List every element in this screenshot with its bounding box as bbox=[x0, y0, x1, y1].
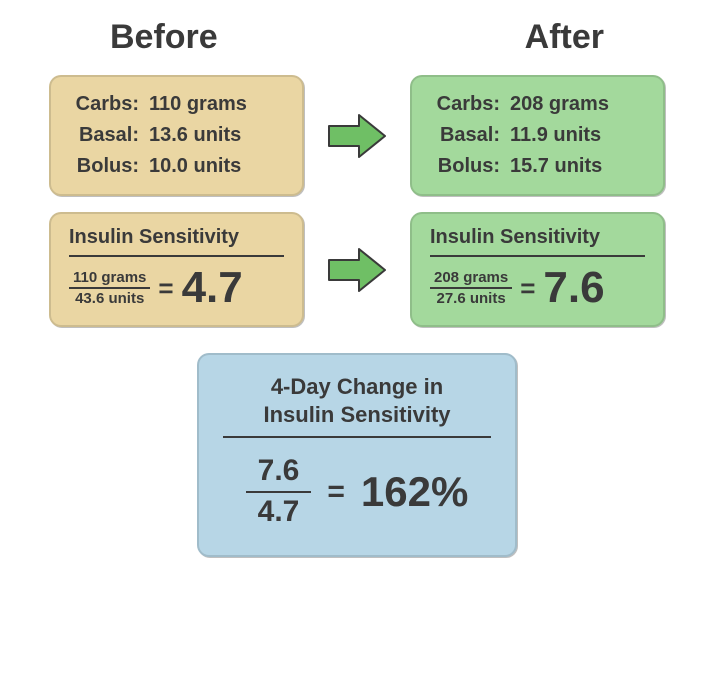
stats-row: Carbs: 110 grams Basal: 13.6 units Bolus… bbox=[0, 67, 714, 204]
value: 110 grams bbox=[149, 89, 247, 120]
label: Carbs: bbox=[69, 89, 139, 120]
denominator: 27.6 units bbox=[433, 289, 510, 308]
before-basal-line: Basal: 13.6 units bbox=[69, 120, 284, 151]
summary-card: 4-Day Change in Insulin Sensitivity 7.6 … bbox=[197, 353, 517, 557]
sensitivity-equation: 110 grams 43.6 units = 4.7 bbox=[69, 263, 284, 313]
numerator: 110 grams bbox=[69, 268, 150, 289]
arrow-right-icon bbox=[325, 111, 389, 161]
denominator: 43.6 units bbox=[71, 289, 148, 308]
denominator: 4.7 bbox=[246, 493, 312, 532]
label: Bolus: bbox=[430, 151, 500, 182]
value: 208 grams bbox=[510, 89, 609, 120]
value: 11.9 units bbox=[510, 120, 601, 151]
before-carbs-line: Carbs: 110 grams bbox=[69, 89, 284, 120]
equals-sign: = bbox=[327, 475, 345, 509]
fraction: 7.6 4.7 bbox=[246, 452, 312, 531]
sensitivity-equation: 208 grams 27.6 units = 7.6 bbox=[430, 263, 645, 313]
after-bolus-line: Bolus: 15.7 units bbox=[430, 151, 645, 182]
fraction: 208 grams 27.6 units bbox=[430, 268, 512, 309]
header-row: Before After bbox=[0, 0, 714, 67]
fraction: 110 grams 43.6 units bbox=[69, 268, 150, 309]
title-line2: Insulin Sensitivity bbox=[263, 402, 450, 427]
before-stats-card: Carbs: 110 grams Basal: 13.6 units Bolus… bbox=[49, 75, 304, 196]
label: Bolus: bbox=[69, 151, 139, 182]
numerator: 208 grams bbox=[430, 268, 512, 289]
after-basal-line: Basal: 11.9 units bbox=[430, 120, 645, 151]
value: 13.6 units bbox=[149, 120, 241, 151]
value: 10.0 units bbox=[149, 151, 241, 182]
label: Basal: bbox=[69, 120, 139, 151]
label: Carbs: bbox=[430, 89, 500, 120]
after-carbs-line: Carbs: 208 grams bbox=[430, 89, 645, 120]
summary-equation: 7.6 4.7 = 162% bbox=[223, 452, 491, 531]
sensitivity-title: Insulin Sensitivity bbox=[430, 226, 645, 257]
sensitivity-row: Insulin Sensitivity 110 grams 43.6 units… bbox=[0, 204, 714, 335]
arrow-1 bbox=[322, 75, 392, 196]
before-sensitivity-card: Insulin Sensitivity 110 grams 43.6 units… bbox=[49, 212, 304, 327]
summary-title: 4-Day Change in Insulin Sensitivity bbox=[223, 373, 491, 438]
equals-sign: = bbox=[158, 273, 173, 304]
label: Basal: bbox=[430, 120, 500, 151]
before-bolus-line: Bolus: 10.0 units bbox=[69, 151, 284, 182]
numerator: 7.6 bbox=[246, 452, 312, 493]
after-sensitivity-card: Insulin Sensitivity 208 grams 27.6 units… bbox=[410, 212, 665, 327]
title-line1: 4-Day Change in bbox=[271, 374, 443, 399]
after-stats-card: Carbs: 208 grams Basal: 11.9 units Bolus… bbox=[410, 75, 665, 196]
equals-sign: = bbox=[520, 273, 535, 304]
arrow-right-icon bbox=[325, 245, 389, 295]
after-heading: After bbox=[525, 18, 604, 57]
arrow-2 bbox=[322, 212, 392, 327]
result: 4.7 bbox=[182, 263, 243, 313]
before-heading: Before bbox=[110, 18, 218, 57]
result: 7.6 bbox=[543, 263, 604, 313]
result: 162% bbox=[361, 468, 468, 516]
value: 15.7 units bbox=[510, 151, 602, 182]
sensitivity-title: Insulin Sensitivity bbox=[69, 226, 284, 257]
